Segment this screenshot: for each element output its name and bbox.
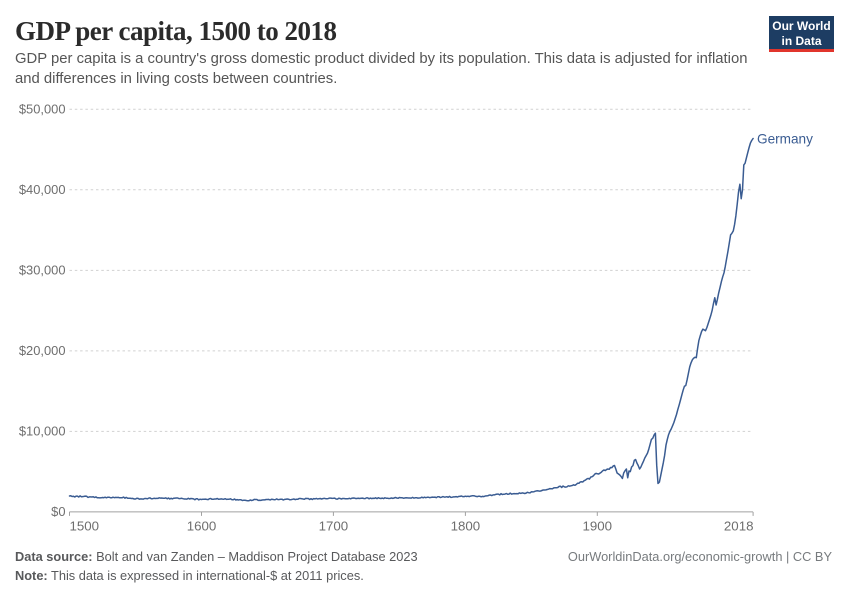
svg-text:1900: 1900 [583,519,613,534]
svg-text:2018: 2018 [724,519,754,534]
svg-text:1700: 1700 [319,519,349,534]
svg-text:1600: 1600 [187,519,217,534]
svg-text:$0: $0 [51,504,65,519]
svg-text:$10,000: $10,000 [19,424,66,439]
svg-text:$40,000: $40,000 [19,182,66,197]
svg-text:$50,000: $50,000 [19,102,66,117]
svg-text:$20,000: $20,000 [19,343,66,358]
svg-text:Germany: Germany [757,131,813,146]
svg-text:$30,000: $30,000 [19,263,66,278]
svg-text:1500: 1500 [70,519,100,534]
svg-text:1800: 1800 [451,519,481,534]
